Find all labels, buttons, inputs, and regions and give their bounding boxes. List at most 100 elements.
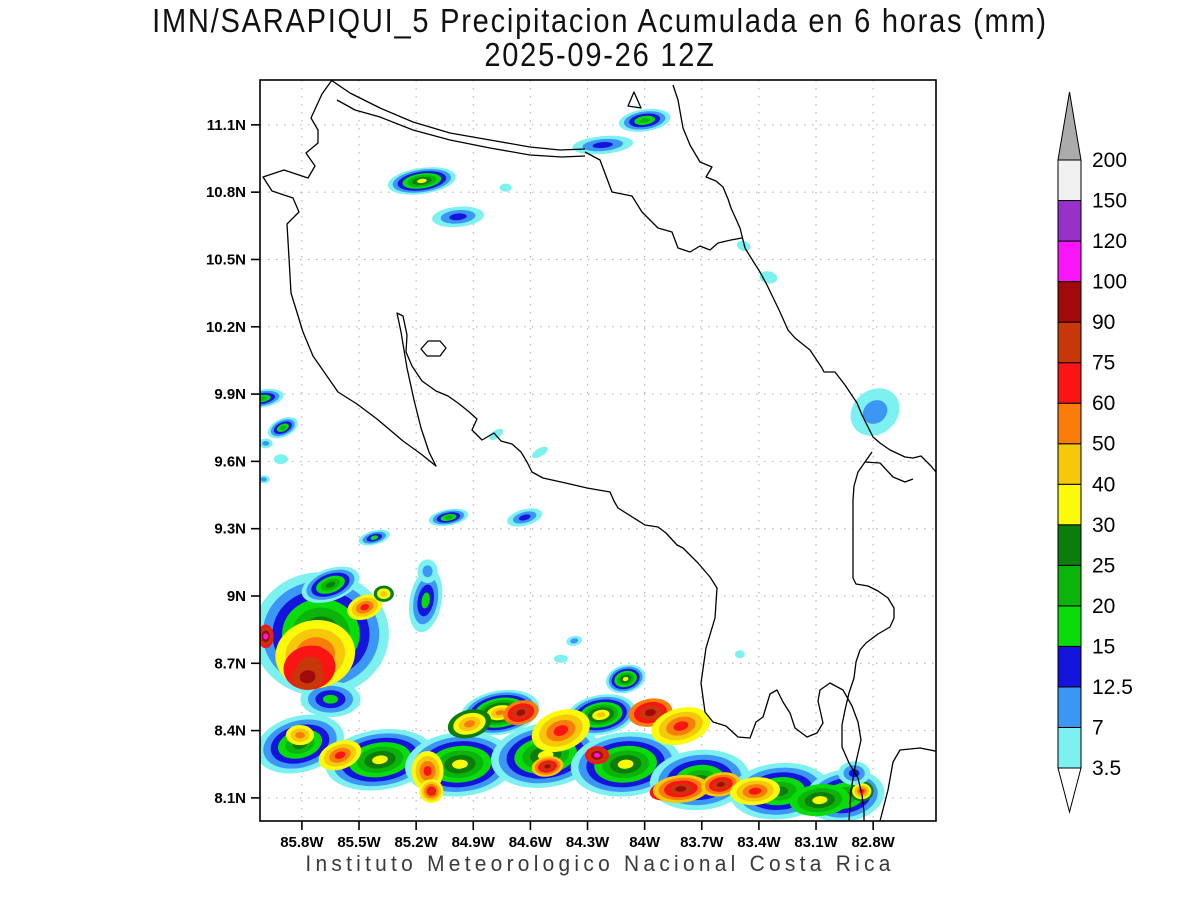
precip-contour — [449, 213, 467, 221]
precip-contour — [464, 720, 475, 728]
colorbar-segment — [1057, 200, 1082, 242]
precip-contour — [370, 535, 379, 540]
precip-contour — [531, 446, 548, 459]
lon-tick-label: 84W — [629, 834, 661, 851]
precip-cell — [273, 454, 288, 465]
nicaragua-border-line-2 — [336, 99, 586, 158]
precip-contour — [452, 759, 468, 769]
precip-cell — [789, 784, 850, 817]
colorbar-label: 75 — [1092, 352, 1115, 375]
precip-contour — [263, 633, 269, 640]
precip-cell — [419, 779, 444, 804]
precip-contour — [322, 694, 338, 704]
colorbar-label: 25 — [1092, 554, 1115, 577]
lon-tick-label: 83.7W — [680, 834, 724, 851]
precip-cell — [301, 566, 360, 603]
lat-tick-label: 9.6N — [214, 453, 246, 470]
colorbar-label: 30 — [1092, 514, 1115, 537]
lon-tick-label: 83.1W — [794, 834, 838, 851]
colorbar-segment — [1057, 524, 1082, 566]
precip-cell — [291, 663, 324, 690]
precip-cell — [734, 650, 745, 659]
precip-cell — [507, 508, 543, 527]
precip-contour — [759, 271, 778, 284]
precip-cell — [566, 635, 583, 646]
precip-cell — [585, 746, 610, 765]
colorbar-segment — [1057, 281, 1082, 323]
precip-cell — [652, 774, 709, 803]
chart-title-line2: 2025-09-26 12Z — [484, 36, 716, 73]
precip-cell — [300, 681, 361, 718]
precip-cell — [651, 707, 711, 746]
precip-cell — [267, 417, 298, 439]
precip-contour — [716, 781, 725, 787]
colorbar-segment — [1057, 483, 1082, 526]
lat-tick-label: 8.1N — [214, 790, 246, 807]
colorbar-segment — [1057, 240, 1082, 283]
precip-contour — [516, 709, 526, 716]
colorbar-label: 12.5 — [1092, 676, 1133, 699]
precip-contour — [594, 753, 601, 758]
precip-cell — [730, 777, 780, 806]
precip-contour — [499, 183, 512, 192]
precip-cell — [605, 664, 646, 694]
precip-contour — [260, 477, 267, 482]
precip-cell — [572, 135, 634, 155]
precip-cell — [260, 624, 274, 649]
lon-tick-label: 85.5W — [337, 834, 381, 851]
precip-cell — [499, 183, 512, 192]
precip-cell — [531, 756, 564, 777]
nicaragua-border-line — [329, 80, 586, 151]
precip-cell — [387, 167, 456, 195]
colorbar-over-arrow — [1057, 91, 1082, 161]
precip-contour — [334, 751, 346, 760]
lat-tick-label: 10.8N — [206, 184, 246, 201]
lat-tick-label: 9N — [227, 588, 246, 605]
precip-contour — [862, 400, 888, 424]
precip-cell — [417, 559, 438, 584]
lon-tick-label: 84.6W — [509, 834, 553, 851]
precip-contour — [372, 755, 388, 765]
lon-tick-label: 82.8W — [851, 834, 895, 851]
lat-tick-label: 8.7N — [214, 655, 246, 672]
precip-cell — [260, 388, 284, 409]
colorbar-segment — [1057, 564, 1082, 607]
colorbar: 200 150 120 100 90 75 60 50 40 30 25 20 15 12.5 7 3.5 — [1057, 91, 1133, 814]
colorbar-segment — [1057, 726, 1082, 769]
precip-contour — [380, 591, 388, 597]
colorbar-label: 40 — [1092, 473, 1115, 496]
lon-tick-label: 85.8W — [280, 834, 324, 851]
precip-contour — [673, 721, 689, 731]
colorbar-under-arrow — [1057, 767, 1082, 814]
precip-contour — [299, 670, 316, 684]
colorbar-label: 20 — [1092, 595, 1115, 618]
colorbar-label: 7 — [1092, 716, 1104, 739]
lat-tick-label: 10.5N — [206, 251, 246, 268]
precip-contour — [279, 425, 286, 431]
precip-contour — [812, 796, 828, 805]
precip-contour — [592, 141, 613, 149]
precip-contour — [639, 118, 650, 123]
precip-cell — [428, 508, 469, 527]
precip-contour — [675, 786, 687, 792]
colorbar-label: 120 — [1092, 230, 1127, 253]
san-juan-border-line — [584, 151, 743, 253]
precip-contour — [617, 759, 634, 769]
lat-tick-label: 11.1N — [207, 117, 246, 134]
sixaola-river-spur — [864, 461, 914, 483]
lat-tick-label: 9.3N — [214, 521, 246, 538]
precip-cell — [358, 529, 390, 546]
precip-cell — [447, 709, 492, 739]
precip-cell — [285, 724, 315, 746]
precip-contour — [428, 788, 434, 794]
colorbar-label: 50 — [1092, 433, 1115, 456]
precip-cell — [260, 438, 273, 449]
precip-contour — [422, 565, 433, 578]
lat-tick-label: 9.9N — [214, 386, 246, 403]
colorbar-label: 3.5 — [1092, 757, 1121, 780]
precip-contour — [644, 709, 656, 717]
lon-tick-label: 84.9W — [452, 834, 496, 851]
precip-cell — [736, 240, 751, 252]
precip-cell — [850, 388, 900, 436]
